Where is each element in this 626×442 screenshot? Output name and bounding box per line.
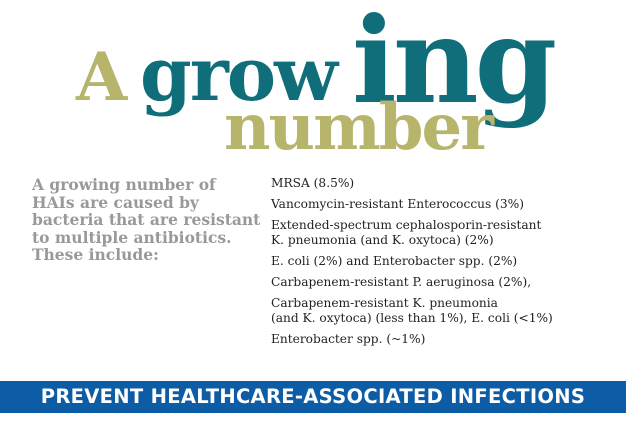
list-item: MRSA (8.5%) [271, 176, 355, 190]
list-item: Carbapenem-resistant K. pneumonia (and K… [271, 296, 553, 325]
title-word-number: number [224, 90, 494, 165]
title-word-a: A [76, 38, 128, 116]
banner: PREVENT HEALTHCARE-ASSOCIATED INFECTIONS [0, 381, 626, 413]
intro-text: A growing number of HAIs are caused by b… [32, 175, 261, 264]
bacteria-list: MRSA (8.5%) Vancomycin-resistant Enteroc… [271, 176, 621, 353]
list-item: Enterobacter spp. (~1%) [271, 332, 426, 346]
title-word-ing: ing [352, 0, 557, 130]
list-item: E. coli (2%) and Enterobacter spp. (2%) [271, 254, 518, 268]
list-item: Extended-spectrum cephalosporin-resistan… [271, 218, 542, 247]
list-item: Vancomycin-resistant Enterococcus (3%) [271, 197, 524, 211]
list-item: Carbapenem-resistant P. aeruginosa (2%), [271, 275, 532, 289]
title-word-grow: grow [140, 32, 338, 118]
